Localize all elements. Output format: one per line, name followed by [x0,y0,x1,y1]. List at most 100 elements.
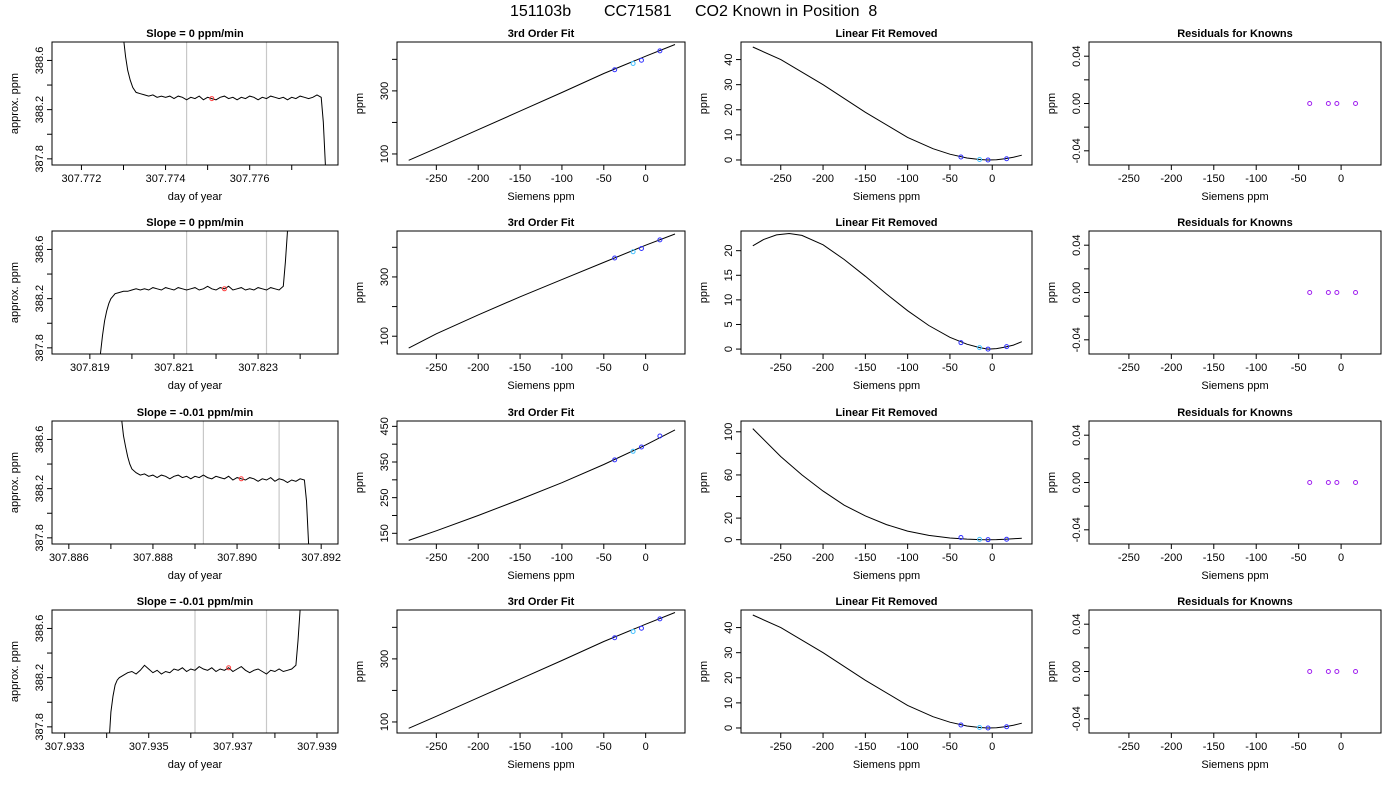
y-tick-label: 20 [723,512,735,524]
x-tick-label: -150 [1203,552,1225,564]
y-tick-label: 0 [723,346,735,352]
y-tick-label: 30 [723,79,735,91]
panel-r3c4: Residuals for Knowns -250 -200 -150 -100 -50 0… [1046,407,1382,582]
data-point [1334,480,1340,485]
x-tick-label: -150 [509,552,531,564]
y-tick-label: 0.00 [1071,472,1083,493]
y-tick-label: 0.04 [1071,424,1083,445]
panel-r1c3: Linear Fit Removed -250 -200 -150 -100 -50 0 0 1… [698,28,1033,203]
series-line [408,429,676,541]
x-axis-label: Siemens ppm [507,191,574,203]
x-tick-label: -50 [1291,741,1307,753]
data-point [958,340,964,346]
y-tick-label: 10 [723,294,735,306]
data-point [638,444,644,450]
data-point [221,286,227,292]
y-tick-label: 387.8 [34,145,46,173]
y-axis-label: ppm [354,472,366,493]
x-tick-label: 307.939 [297,741,337,753]
x-tick-label: -50 [1291,173,1307,185]
x-tick-label: -200 [812,362,834,374]
x-tick-label: 307.821 [154,362,194,374]
y-tick-label: -0.04 [1071,327,1083,352]
x-tick-label: 307.886 [49,552,89,564]
figure-title-date: 151103b [510,3,572,20]
data-point [1353,480,1359,485]
panel-r3c2: 3rd Order Fit -250 -200 -150 -100 -50 0 150 250 3… [354,407,686,582]
x-tick-label: 307.933 [45,741,85,753]
x-tick-label: -200 [1160,552,1182,564]
data-point [1353,669,1359,674]
x-tick-label: -250 [770,173,792,185]
y-tick-label: 5 [723,321,735,327]
plot-frame [740,41,1033,166]
x-tick-label: -100 [1245,362,1267,374]
x-tick-label: -100 [1245,552,1267,564]
x-tick-label: 307.819 [70,362,110,374]
y-tick-label: 0 [723,537,735,543]
data-point [657,48,663,54]
data-point [226,665,232,671]
plot-frame [1088,420,1382,545]
x-tick-label: -200 [1160,362,1182,374]
x-tick-label: -250 [425,362,447,374]
x-tick-label: -50 [596,362,612,374]
panel-title: Linear Fit Removed [835,407,937,419]
x-tick-label: -150 [509,741,531,753]
x-axis-label: Siemens ppm [853,759,920,771]
y-axis-label: ppm [1046,472,1058,493]
data-point [630,249,636,255]
data-point [1325,101,1331,106]
y-axis-label: ppm [1046,93,1058,114]
x-tick-label: -200 [812,741,834,753]
data-point [1334,290,1340,295]
y-axis-label: approx. ppm [9,262,21,323]
data-point [657,433,663,439]
plot-frame [740,420,1033,545]
series-line [408,612,676,729]
y-tick-label: 60 [723,469,735,481]
x-tick-label: 307.937 [213,741,253,753]
figure-title-description: CO2 Known in Position 8 [695,3,878,20]
series-line [121,421,310,544]
panel-title: 3rd Order Fit [508,596,575,608]
y-tick-label: -0.04 [1071,138,1083,163]
data-point [638,625,644,631]
data-point [612,635,618,641]
data-point [1353,101,1359,106]
x-tick-label: -250 [1118,362,1140,374]
y-axis-label: ppm [698,93,710,114]
x-tick-label: 307.776 [230,173,270,185]
data-point [1004,536,1010,542]
y-tick-label: 10 [723,697,735,709]
figure-title-tank: CC71581 [604,3,672,20]
x-tick-label: 307.890 [217,552,257,564]
x-axis-label: day of year [168,570,223,582]
x-tick-label: -150 [1203,362,1225,374]
data-point [958,535,964,541]
y-tick-label: -0.04 [1071,706,1083,731]
data-point [238,476,244,482]
data-point [630,628,636,634]
x-axis-label: Siemens ppm [507,570,574,582]
data-point [985,537,991,543]
x-tick-label: -100 [551,552,573,564]
panel-title: Residuals for Knowns [1177,407,1293,419]
x-tick-label: 0 [1338,173,1344,185]
y-tick-label: 150 [379,524,391,542]
y-tick-label: 20 [723,672,735,684]
plot-frame [396,230,686,355]
x-tick-label: -250 [425,741,447,753]
y-axis-label: approx. ppm [9,73,21,134]
x-axis-label: Siemens ppm [1201,759,1268,771]
y-tick-label: 387.8 [34,334,46,362]
plot-frame [396,420,686,545]
panel-r2c1: Slope = 0 ppm/min 307.819 307.821 307.823 38… [9,217,339,392]
series-line [123,42,326,165]
x-tick-label: -150 [854,362,876,374]
plot-frame [1088,609,1382,734]
y-tick-label: 388.2 [34,96,46,124]
series-line [99,231,288,354]
y-tick-label: 350 [379,453,391,471]
y-axis-label: approx. ppm [9,641,21,702]
